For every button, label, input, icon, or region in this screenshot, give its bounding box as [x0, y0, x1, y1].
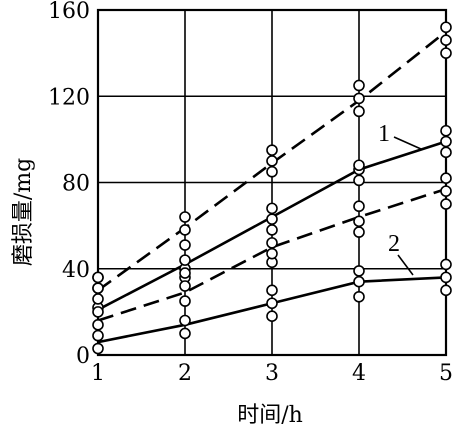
series-label-1-leader — [393, 136, 422, 150]
data-point — [92, 342, 104, 355]
data-point — [266, 202, 278, 215]
x-axis-title: 时间/h — [237, 403, 303, 428]
data-point — [440, 185, 452, 197]
data-point — [179, 267, 191, 279]
data-point — [440, 271, 452, 284]
data-point — [440, 284, 452, 297]
data-point — [266, 247, 278, 260]
x-tick-label: 3 — [265, 361, 279, 386]
y-tick-label: 0 — [76, 344, 90, 369]
data-point — [92, 282, 104, 294]
data-point — [353, 290, 365, 303]
data-point — [92, 329, 104, 342]
data-point — [440, 47, 452, 59]
data-point — [440, 198, 452, 210]
data-point — [179, 314, 191, 327]
data-point — [440, 124, 452, 137]
data-point — [266, 165, 278, 178]
data-point — [353, 265, 365, 277]
data-point — [353, 200, 365, 213]
tick-labels: 1 2 3 4 5 0 40 80 120 160 — [48, 0, 453, 386]
data-point — [266, 155, 278, 167]
data-point — [92, 306, 104, 318]
data-point — [440, 258, 452, 271]
data-point — [92, 271, 104, 284]
data-point — [179, 211, 191, 223]
data-point — [440, 146, 452, 159]
data-point — [353, 174, 365, 187]
y-tick-label: 120 — [48, 85, 90, 110]
data-point — [440, 34, 452, 46]
data-points — [92, 21, 452, 355]
y-tick-label: 80 — [62, 172, 90, 197]
data-point — [179, 254, 191, 266]
data-point — [353, 105, 365, 118]
data-point — [179, 224, 191, 236]
series-label-2-leader — [397, 254, 414, 276]
data-point — [440, 172, 452, 184]
data-point — [266, 224, 278, 236]
data-point — [179, 295, 191, 307]
x-tick-label: 2 — [178, 361, 192, 386]
data-point — [92, 293, 104, 305]
data-point — [440, 21, 452, 34]
data-point — [353, 159, 365, 172]
data-point — [353, 275, 365, 288]
data-point — [266, 284, 278, 297]
data-point — [266, 237, 278, 249]
y-tick-label: 40 — [62, 258, 90, 283]
data-point — [266, 297, 278, 310]
x-tick-label: 4 — [352, 361, 366, 386]
x-tick-label: 5 — [439, 361, 453, 386]
y-axis-title: 磨损量/mg — [11, 158, 36, 266]
data-point — [353, 92, 365, 105]
y-tick-label: 160 — [48, 0, 90, 24]
series-line-3 — [97, 187, 447, 322]
data-point — [353, 79, 365, 92]
data-point — [179, 327, 191, 340]
x-tick-label: 1 — [91, 361, 105, 386]
data-point — [353, 215, 365, 228]
data-point — [179, 239, 191, 251]
data-point — [92, 319, 104, 331]
data-point — [266, 144, 278, 156]
series-label-2: 2 — [388, 231, 400, 257]
data-point — [353, 226, 365, 238]
data-point — [179, 280, 191, 292]
data-point — [266, 213, 278, 225]
data-point — [266, 310, 278, 322]
data-point — [440, 135, 452, 148]
series-label-1: 1 — [378, 121, 390, 147]
